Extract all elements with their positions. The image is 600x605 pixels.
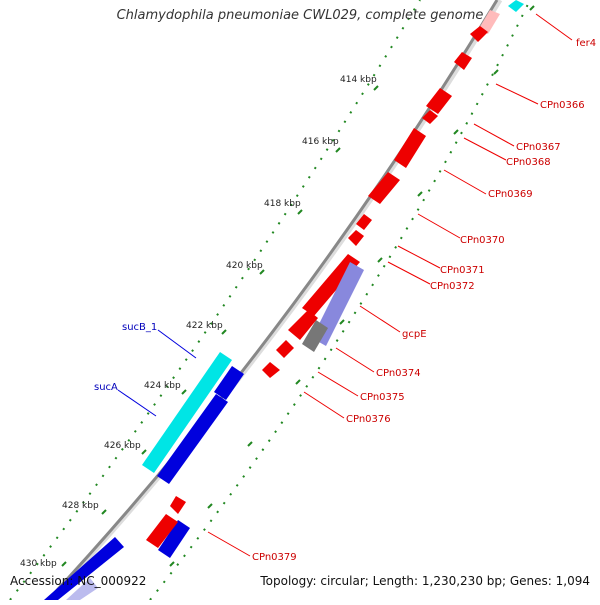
gene-label[interactable]: gcpE: [402, 329, 427, 340]
tick-label: 426 kbp: [104, 441, 141, 451]
gene-CPn0367[interactable]: [426, 88, 452, 114]
gene-label[interactable]: CPn0372: [430, 281, 475, 292]
gene-label[interactable]: CPn0371: [440, 265, 485, 276]
gene-label[interactable]: CPn0366: [540, 100, 585, 111]
reverse-labels: fer4 CPn0366 CPn0367 CPn0368 CPn0369 CPn…: [252, 38, 596, 563]
gene-CPn0369[interactable]: [394, 128, 426, 168]
genome-summary-text: Topology: circular; Length: 1,230,230 bp…: [260, 574, 590, 588]
gene-label[interactable]: CPn0370: [460, 235, 505, 246]
gene-faded-top[interactable]: [478, 10, 500, 34]
gene-sucA[interactable]: [157, 394, 228, 484]
gene-CPn0379-fwd[interactable]: [158, 520, 190, 558]
reverse-genes: [146, 0, 524, 548]
tick-label: 428 kbp: [62, 501, 99, 511]
backbone-shadow: [48, 0, 503, 602]
gene-label[interactable]: CPn0369: [488, 189, 533, 200]
gene-CPn0370[interactable]: [368, 172, 400, 204]
tick-ring-outer: [9, 0, 421, 601]
gene-CPn0365[interactable]: [470, 26, 488, 42]
gene-label[interactable]: CPn0368: [506, 157, 551, 168]
gene-CPn0368[interactable]: [422, 110, 438, 124]
gene-CPn0376[interactable]: [262, 362, 280, 378]
tick-label: 424 kbp: [144, 381, 181, 391]
map-title: Chlamydophila pneumoniae CWL029, complet…: [116, 8, 484, 23]
gene-CPn0379[interactable]: [146, 514, 178, 548]
major-ticks: [61, 5, 535, 567]
reverse-leaders: [207, 13, 573, 557]
tick-label: 422 kbp: [186, 321, 223, 331]
gene-label[interactable]: sucB_1: [122, 322, 157, 333]
gene-CPn0375[interactable]: [276, 340, 294, 358]
forward-genes: [44, 352, 244, 600]
tick-label: 416 kbp: [302, 137, 339, 147]
gene-CPn0373[interactable]: [302, 254, 360, 316]
gene-label[interactable]: CPn0379: [252, 552, 297, 563]
gene-CPn0372[interactable]: [348, 230, 364, 246]
gene-label[interactable]: CPn0376: [346, 414, 391, 425]
gene-label[interactable]: CPn0374: [376, 368, 421, 379]
gene-CPn0366[interactable]: [454, 52, 472, 70]
gene-forward-bottom[interactable]: [44, 537, 124, 600]
forward-leaders: [117, 329, 197, 417]
gene-label[interactable]: CPn0375: [360, 392, 405, 403]
gene-label[interactable]: CPn0367: [516, 142, 561, 153]
tick-label: 418 kbp: [264, 199, 301, 209]
gene-label[interactable]: fer4: [576, 38, 596, 49]
gene-gcpE[interactable]: [312, 262, 364, 346]
gene-forward-small[interactable]: [214, 366, 244, 400]
accession-text: Accession: NC_000922: [10, 574, 147, 588]
tick-label: 414 kbp: [340, 75, 377, 85]
gene-label[interactable]: sucA: [94, 382, 118, 393]
forward-labels: sucB_1 sucA: [94, 322, 157, 393]
tick-labels: 414 kbp 416 kbp 418 kbp 420 kbp 422 kbp …: [20, 75, 377, 569]
gene-gray[interactable]: [302, 320, 328, 352]
tick-label: 430 kbp: [20, 559, 57, 569]
gene-CPn0371[interactable]: [356, 214, 372, 230]
gene-forward-bottom-faded[interactable]: [66, 578, 98, 600]
gene-sucB_1[interactable]: [142, 352, 232, 473]
gene-CPn0378[interactable]: [170, 496, 186, 514]
gene-fer4[interactable]: [508, 0, 524, 12]
gene-CPn0374[interactable]: [288, 310, 318, 340]
backbone-arc: [46, 0, 499, 602]
tick-label: 420 kbp: [226, 261, 263, 271]
